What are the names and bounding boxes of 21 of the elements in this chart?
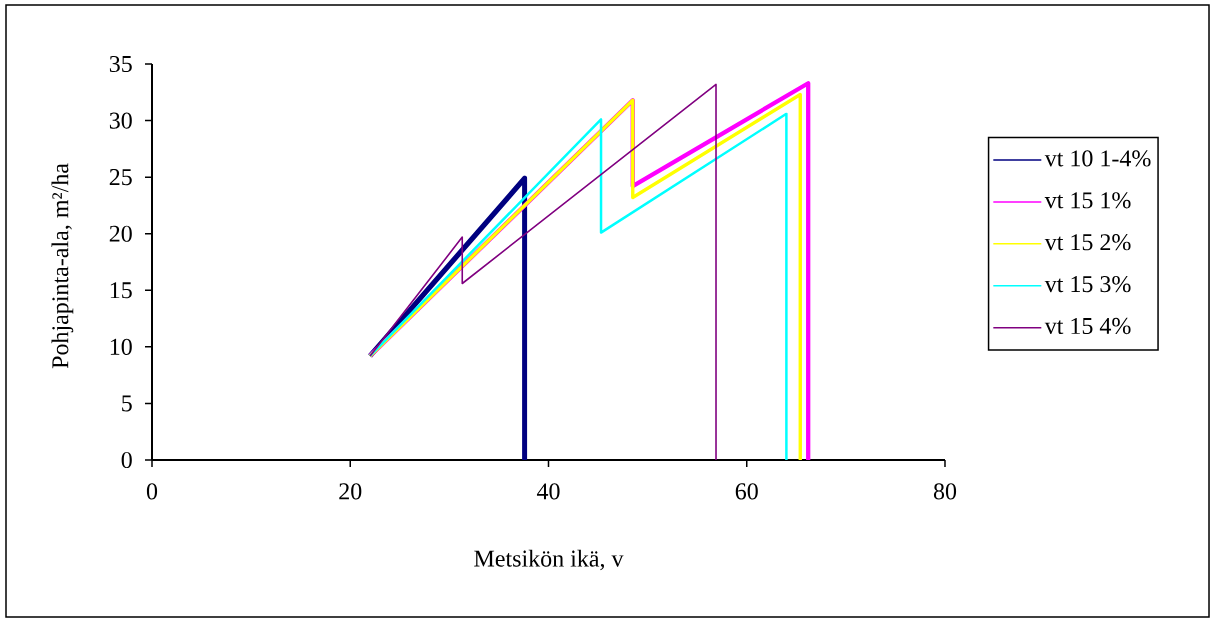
x-axis-title: Metsikön ikä, v	[474, 549, 624, 571]
y-axis-title: Pohjapinta-ala, m²/ha	[51, 163, 74, 369]
x-tick-label: 60	[735, 483, 758, 500]
line-series	[369, 83, 717, 460]
x-tick-label: 0	[146, 483, 158, 500]
y-tick-label: 25	[109, 169, 132, 186]
legend-label: vt 15 4%	[1044, 317, 1131, 335]
legend-label: vt 15 3%	[1044, 275, 1131, 293]
y-tick-label: 15	[110, 282, 132, 299]
y-tick-label: 20	[109, 225, 132, 242]
legend-label: vt 10 1-4%	[1044, 150, 1151, 167]
y-tick-label: 10	[110, 338, 132, 355]
y-tick-label: 35	[109, 55, 132, 73]
x-tick-label: 40	[536, 483, 560, 500]
y-tick-label: 30	[109, 112, 132, 129]
legend-label: vt 15 1%	[1044, 192, 1131, 209]
y-tick-label: 0	[121, 451, 132, 469]
x-tick-label: 20	[339, 483, 362, 500]
y-tick-label: 5	[122, 395, 132, 412]
x-tick-label: 80	[933, 483, 957, 500]
legend-label: vt 15 2%	[1044, 234, 1131, 251]
